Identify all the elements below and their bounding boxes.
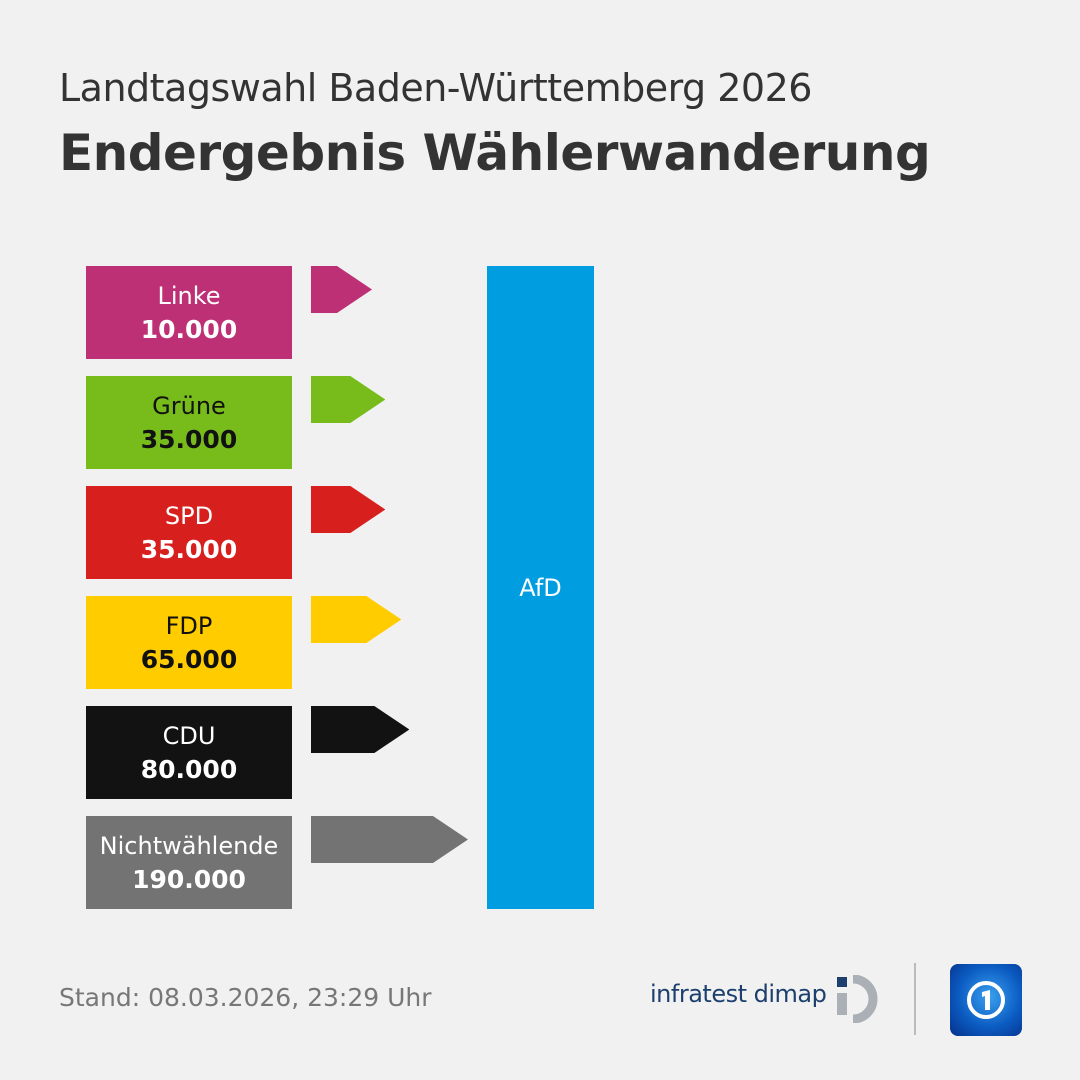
afd-label: AfD — [519, 573, 562, 602]
flow-arrow-shape — [311, 706, 410, 753]
flow-arrow-shape — [311, 816, 468, 863]
source-name: Grüne — [152, 391, 226, 420]
source-name: Linke — [157, 281, 221, 310]
afd-target-bar: AfD — [487, 266, 594, 909]
source-value: 190.000 — [132, 864, 246, 894]
flow-arrow — [311, 596, 402, 643]
source-value: 65.000 — [140, 644, 238, 674]
footer-divider — [914, 963, 916, 1035]
tagesschau-logo — [950, 964, 1022, 1036]
flow-arrow — [311, 706, 410, 753]
source-box: Linke 10.000 — [86, 266, 292, 359]
source-box: Nichtwählende 190.000 — [86, 816, 292, 909]
source-value: 80.000 — [140, 754, 238, 784]
flow-arrow — [311, 376, 386, 423]
infratest-dimap-logo-icon — [837, 975, 878, 1023]
ard-one-icon — [967, 981, 1005, 1019]
subtitle: Landtagswahl Baden-Württemberg 2026 — [59, 66, 812, 110]
source-value: 35.000 — [140, 424, 238, 454]
source-name: SPD — [164, 501, 214, 530]
source-box: FDP 65.000 — [86, 596, 292, 689]
flow-arrow — [311, 816, 468, 863]
flow-arrow — [311, 486, 386, 533]
timestamp: Stand: 08.03.2026, 23:29 Uhr — [59, 983, 432, 1012]
source-box: SPD 35.000 — [86, 486, 292, 579]
source-name: Nichtwählende — [99, 831, 279, 860]
infratest-dimap-logo-text: infratest dimap — [650, 980, 827, 1008]
source-name: CDU — [162, 721, 216, 750]
source-name: FDP — [165, 611, 213, 640]
source-box: Grüne 35.000 — [86, 376, 292, 469]
source-value: 35.000 — [140, 534, 238, 564]
flow-arrow-shape — [311, 486, 386, 533]
flow-arrow-shape — [311, 596, 402, 643]
flow-arrow-shape — [311, 376, 386, 423]
source-box: CDU 80.000 — [86, 706, 292, 799]
page-title: Endergebnis Wählerwanderung — [59, 124, 931, 182]
source-value: 10.000 — [140, 314, 238, 344]
flow-arrow — [311, 266, 373, 313]
flow-arrow-shape — [311, 266, 373, 313]
